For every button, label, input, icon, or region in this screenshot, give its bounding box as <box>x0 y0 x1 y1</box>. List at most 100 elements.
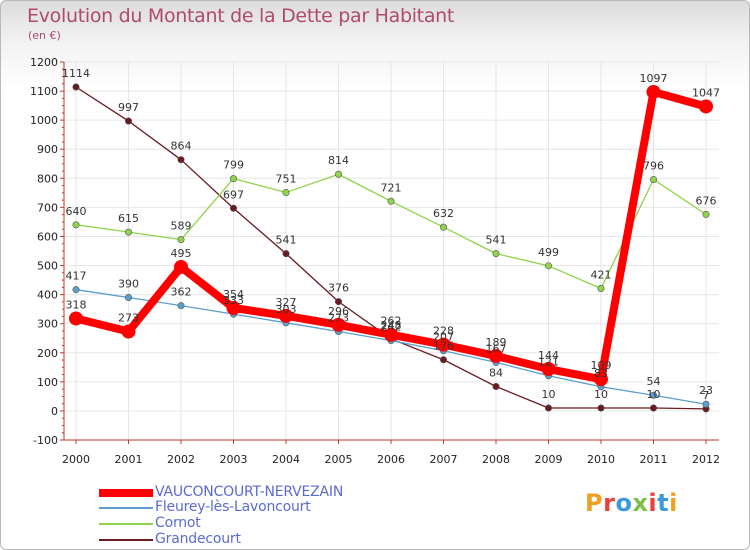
data-point-vauconcourt-nervezain <box>436 337 451 352</box>
data-point-cornot <box>387 197 395 205</box>
y-tick-label: 1100 <box>30 85 58 98</box>
data-label-grandecourt: 697 <box>223 188 244 201</box>
legend-swatch-cornot <box>99 523 153 525</box>
data-point-grandecourt <box>125 117 133 125</box>
data-label-vauconcourt-nervezain: 495 <box>171 247 192 260</box>
y-tick-label: 500 <box>37 260 58 273</box>
chart-title: Evolution du Montant de la Dette par Hab… <box>27 5 455 27</box>
logo-letter: P <box>585 489 604 517</box>
data-point-vauconcourt-nervezain <box>594 372 608 387</box>
data-label-grandecourt: 10 <box>542 388 556 401</box>
data-label-cornot: 615 <box>118 212 139 225</box>
data-label-vauconcourt-nervezain: 262 <box>381 315 402 328</box>
data-point-cornot <box>492 250 500 258</box>
x-tick-label: 2004 <box>272 453 300 466</box>
data-label-fleurey-les-lavoncourt: 54 <box>647 375 661 388</box>
data-label-fleurey-les-lavoncourt: 390 <box>118 278 139 291</box>
y-tick-label: 700 <box>37 201 58 214</box>
data-point-vauconcourt-nervezain <box>646 84 661 99</box>
data-point-grandecourt <box>649 404 657 412</box>
data-label-vauconcourt-nervezain: 109 <box>591 359 612 372</box>
legend-label-vauconcourt: VAUCONCOURT-NERVEZAIN <box>155 484 344 500</box>
legend-swatch-grandecourt <box>99 539 153 541</box>
data-label-cornot: 799 <box>223 159 244 172</box>
data-label-vauconcourt-nervezain: 327 <box>276 296 297 309</box>
data-point-cornot <box>597 285 605 293</box>
data-point-cornot <box>230 175 238 183</box>
x-tick-label: 2002 <box>167 453 195 466</box>
x-tick-label: 2010 <box>587 453 615 466</box>
data-point-cornot <box>334 170 342 178</box>
data-label-grandecourt: 1114 <box>62 67 90 80</box>
data-point-grandecourt <box>439 356 447 364</box>
data-point-vauconcourt-nervezain <box>699 99 713 114</box>
y-tick-label: 800 <box>37 172 58 185</box>
data-label-cornot: 421 <box>591 269 612 282</box>
logo-letter: t <box>657 489 670 517</box>
data-label-fleurey-les-lavoncourt: 303 <box>276 303 297 316</box>
data-label-fleurey-les-lavoncourt: 362 <box>171 286 192 299</box>
data-label-fleurey-les-lavoncourt: 207 <box>433 331 454 344</box>
y-tick-label: 600 <box>37 230 58 243</box>
data-label-fleurey-les-lavoncourt: 167 <box>486 342 507 355</box>
y-tick-label: 0 <box>51 405 58 418</box>
data-label-grandecourt: 10 <box>594 388 608 401</box>
data-point-fleurey-les-lavoncourt <box>177 302 185 310</box>
data-point-cornot <box>649 175 657 183</box>
data-point-cornot <box>544 262 552 270</box>
data-label-fleurey-les-lavoncourt: 121 <box>538 356 559 369</box>
data-label-grandecourt: 84 <box>489 366 503 379</box>
data-point-vauconcourt-nervezain <box>384 327 398 342</box>
data-point-vauconcourt-nervezain <box>541 362 556 377</box>
data-label-grandecourt: 10 <box>647 388 661 401</box>
data-label-cornot: 796 <box>643 159 664 172</box>
legend-swatch-fleurey <box>99 507 153 509</box>
data-label-grandecourt: 997 <box>118 101 139 114</box>
data-point-cornot <box>72 221 80 229</box>
data-label-cornot: 589 <box>171 220 192 233</box>
data-label-vauconcourt-nervezain: 144 <box>538 349 559 362</box>
y-tick-label: 400 <box>37 289 58 302</box>
data-label-grandecourt: 7 <box>703 389 710 402</box>
data-label-vauconcourt-nervezain: 354 <box>223 288 244 301</box>
data-point-cornot <box>282 189 290 197</box>
chart-unit: (en €) <box>28 29 61 42</box>
data-point-cornot <box>177 236 185 244</box>
data-point-fleurey-les-lavoncourt <box>702 400 710 408</box>
data-point-cornot <box>439 223 447 231</box>
data-point-cornot <box>702 210 710 218</box>
data-point-grandecourt <box>177 156 185 164</box>
x-tick-label: 2000 <box>62 453 90 466</box>
data-label-vauconcourt-nervezain: 296 <box>328 305 349 318</box>
data-point-vauconcourt-nervezain <box>489 348 503 363</box>
x-tick-label: 2001 <box>115 453 143 466</box>
data-point-grandecourt <box>334 298 342 306</box>
data-point-grandecourt <box>544 404 552 412</box>
data-label-cornot: 640 <box>66 205 87 218</box>
data-label-vauconcourt-nervezain: 318 <box>66 298 87 311</box>
data-point-grandecourt <box>230 204 238 212</box>
data-label-cornot: 499 <box>538 246 559 259</box>
logo-letter: i <box>648 489 658 517</box>
x-tick-label: 2005 <box>325 453 353 466</box>
data-label-cornot: 751 <box>276 173 297 186</box>
legend-label-cornot: Cornot <box>155 515 201 531</box>
data-label-vauconcourt-nervezain: 1097 <box>640 72 668 85</box>
x-tick-label: 2009 <box>535 453 563 466</box>
y-tick-label: -100 <box>33 434 58 447</box>
data-label-cornot: 541 <box>486 234 507 247</box>
data-label-fleurey-les-lavoncourt: 273 <box>328 312 349 325</box>
data-label-fleurey-les-lavoncourt: 333 <box>223 294 244 307</box>
data-label-cornot: 721 <box>381 181 402 194</box>
x-tick-label: 2006 <box>377 453 405 466</box>
data-label-vauconcourt-nervezain: 189 <box>486 336 507 349</box>
x-tick-label: 2012 <box>692 453 720 466</box>
y-tick-label: 1000 <box>30 114 58 127</box>
data-point-cornot <box>125 228 133 236</box>
data-point-grandecourt <box>492 382 500 390</box>
gridlines <box>64 61 719 441</box>
data-label-grandecourt: 248 <box>381 319 402 332</box>
data-label-fleurey-les-lavoncourt: 242 <box>381 321 402 334</box>
proxiti-logo: Proxiti <box>585 489 678 517</box>
